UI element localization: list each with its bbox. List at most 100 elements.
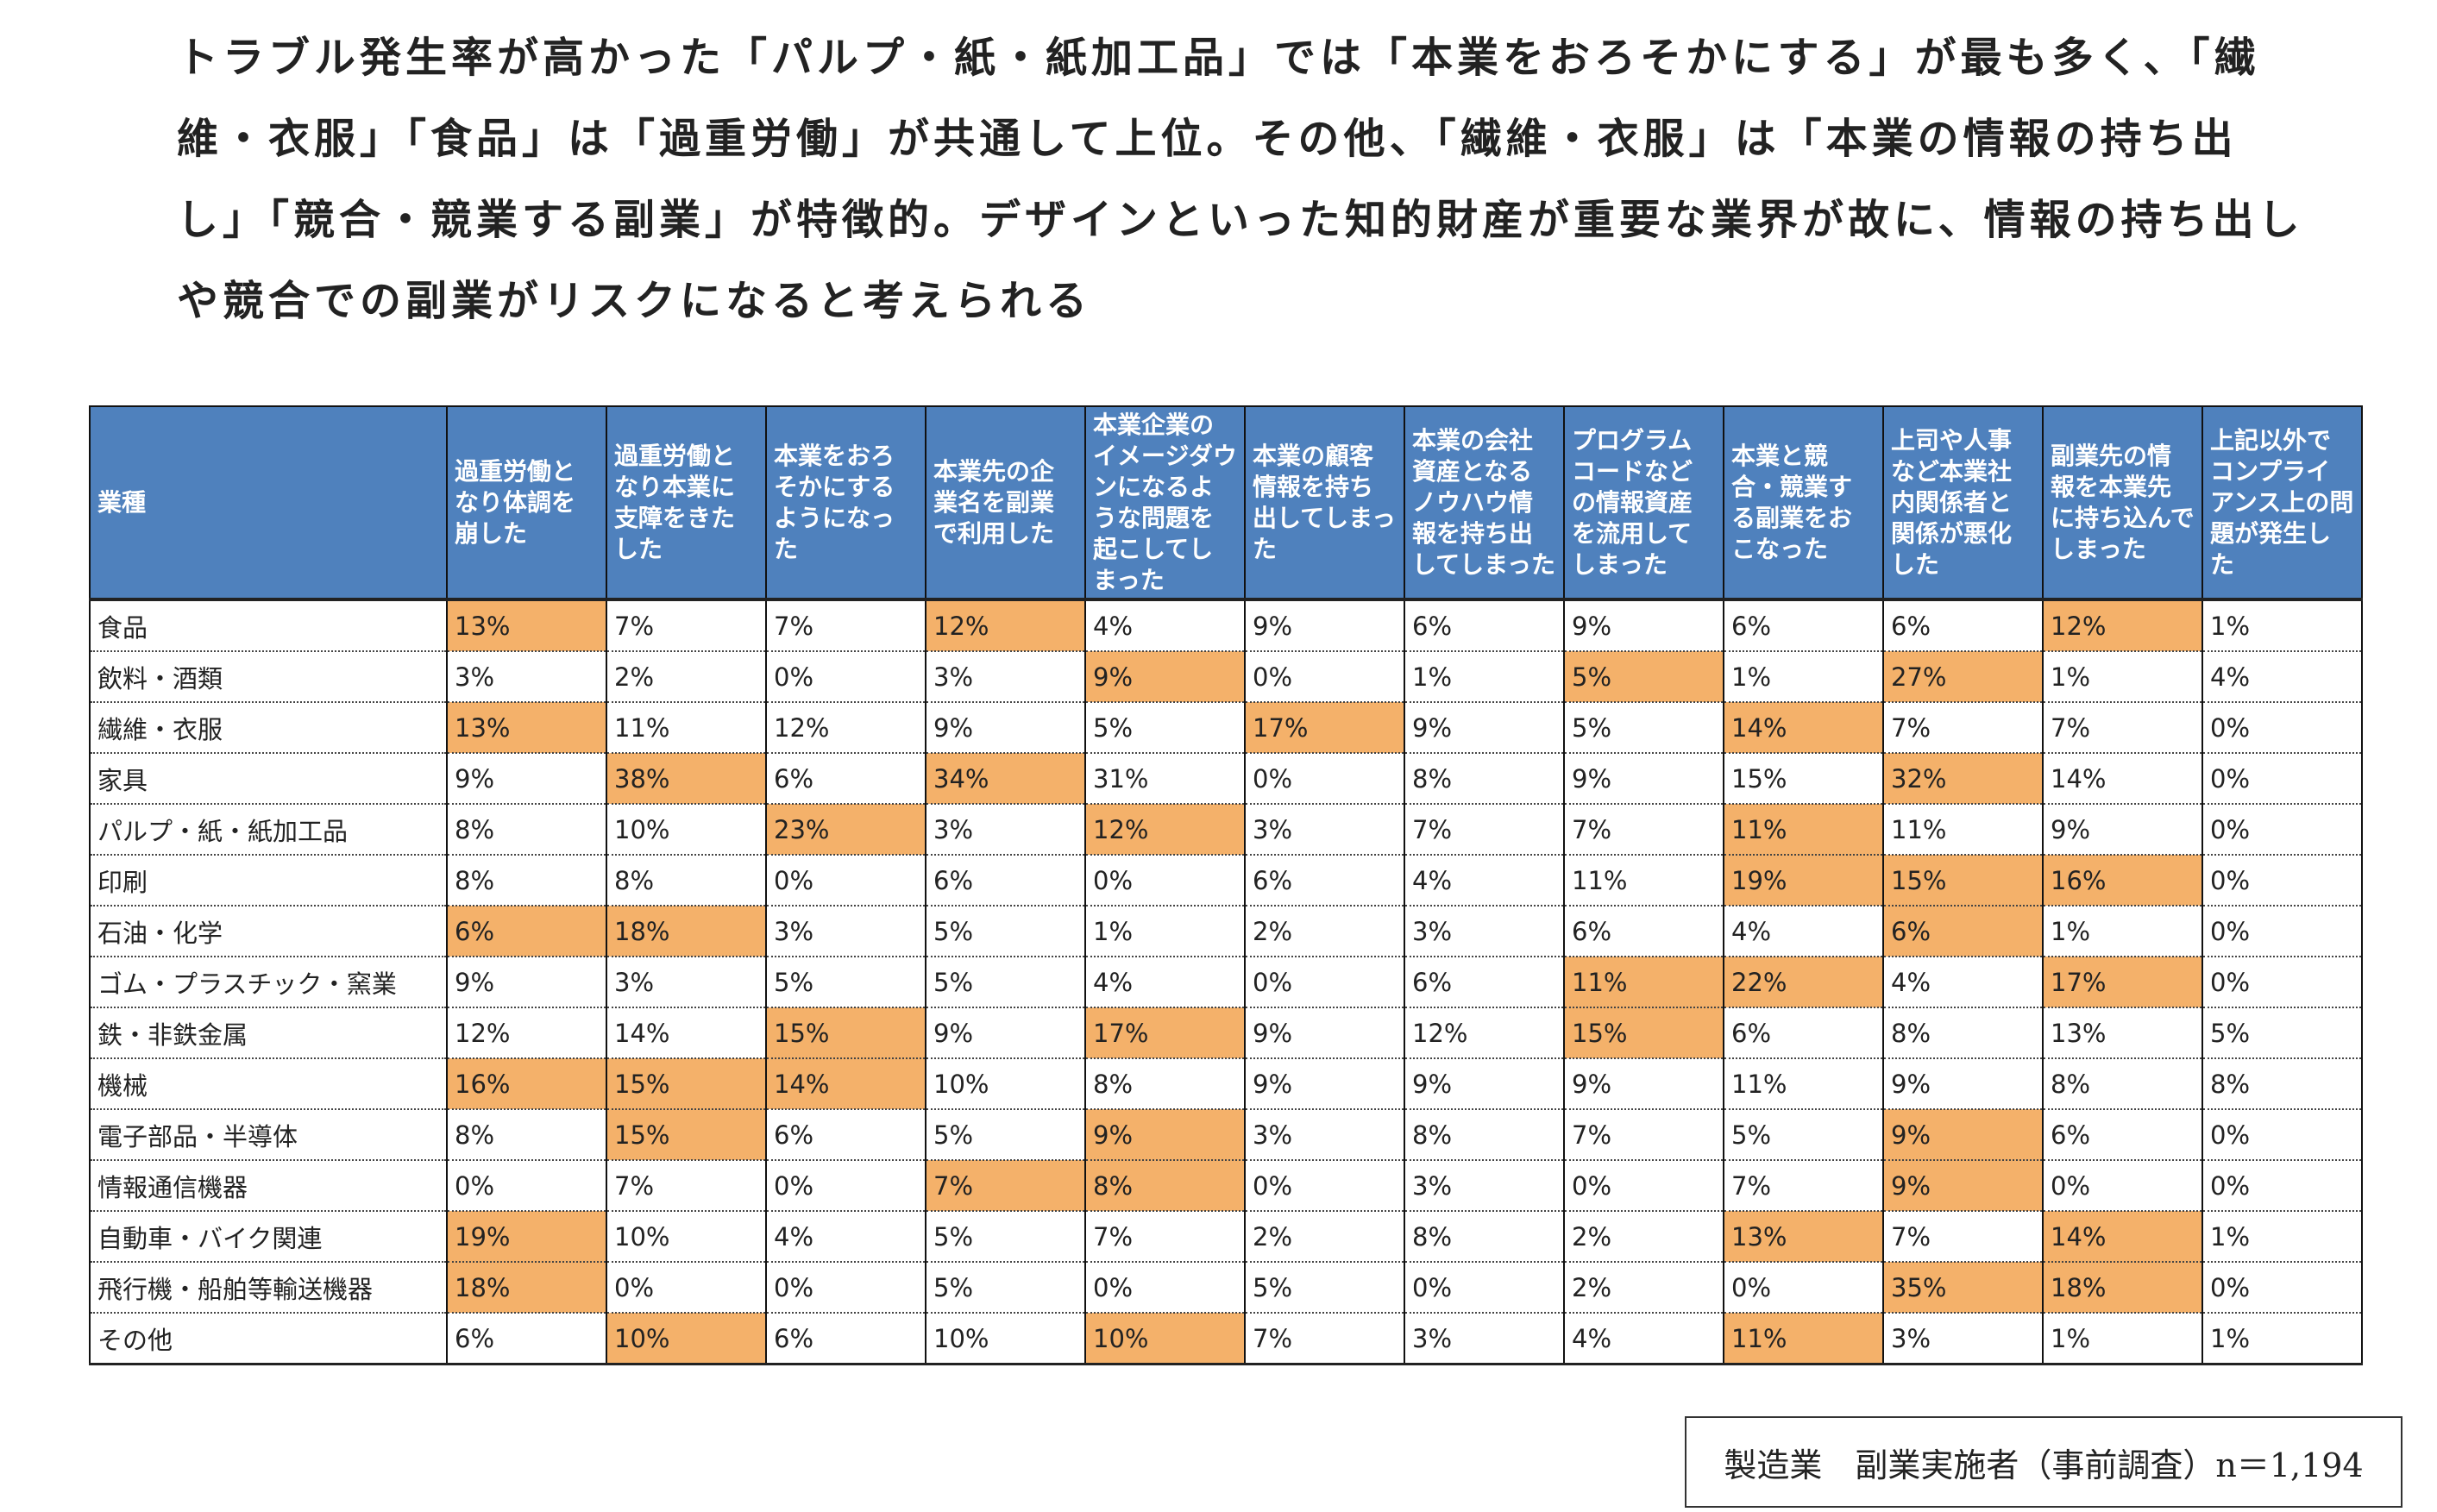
value-cell: 6%	[1882, 906, 2044, 957]
value-cell: 3%	[765, 906, 926, 957]
value-cell: 4%	[1882, 957, 2044, 1008]
value-cell: 12%	[765, 702, 926, 754]
value-cell: 12%	[1404, 1007, 1565, 1059]
table-row: 繊維・衣服 13% 11% 12% 9% 5% 17% 9% 5% 14% 7% 7% 0%	[89, 702, 2363, 754]
value-cell: 15%	[1723, 753, 1884, 805]
value-cell: 3%	[1244, 1109, 1405, 1161]
value-cell: 1%	[2201, 1211, 2363, 1263]
value-cell: 38%	[606, 753, 767, 805]
value-cell: 2%	[1563, 1211, 1724, 1263]
value-cell: 6%	[765, 1109, 926, 1161]
header-column: 本業の顧客情報を持ち出してしまった	[1244, 405, 1405, 601]
value-cell: 18%	[606, 906, 767, 957]
header-column: 副業先の情報を本業先に持ち込んでしまった	[2042, 405, 2203, 601]
value-cell: 8%	[446, 804, 607, 856]
value-cell: 15%	[765, 1007, 926, 1059]
value-cell: 0%	[2042, 1160, 2203, 1212]
value-cell: 0%	[2201, 906, 2363, 957]
value-cell: 8%	[1882, 1007, 2044, 1059]
value-cell: 6%	[765, 753, 926, 805]
value-cell: 12%	[446, 1007, 607, 1059]
value-cell: 12%	[925, 599, 1086, 652]
value-cell: 4%	[1084, 957, 1246, 1008]
value-cell: 0%	[1084, 855, 1246, 907]
value-cell: 5%	[2201, 1007, 2363, 1059]
value-cell: 9%	[1882, 1058, 2044, 1110]
value-cell: 8%	[2042, 1058, 2203, 1110]
value-cell: 5%	[925, 957, 1086, 1008]
value-cell: 9%	[1244, 1058, 1405, 1110]
industry-cell: 繊維・衣服	[89, 702, 448, 754]
value-cell: 9%	[1404, 1058, 1565, 1110]
value-cell: 0%	[2201, 1262, 2363, 1314]
value-cell: 0%	[606, 1262, 767, 1314]
value-cell: 1%	[1084, 906, 1246, 957]
value-cell: 6%	[1404, 957, 1565, 1008]
value-cell: 1%	[2201, 1313, 2363, 1365]
value-cell: 8%	[2201, 1058, 2363, 1110]
value-cell: 6%	[1723, 599, 1884, 652]
table-row: 飛行機・船舶等輸送機器 18% 0% 0% 5% 0% 5% 0% 2% 0% 35% 18% 0%	[89, 1262, 2363, 1314]
value-cell: 0%	[765, 651, 926, 703]
value-cell: 6%	[1723, 1007, 1884, 1059]
value-cell: 14%	[2042, 753, 2203, 805]
value-cell: 2%	[1563, 1262, 1724, 1314]
value-cell: 1%	[2201, 599, 2363, 652]
value-cell: 13%	[446, 599, 607, 652]
industry-cell: 情報通信機器	[89, 1160, 448, 1212]
value-cell: 32%	[1882, 753, 2044, 805]
value-cell: 8%	[1084, 1160, 1246, 1212]
industry-cell: 自動車・バイク関連	[89, 1211, 448, 1263]
industry-cell: ゴム・プラスチック・窯業	[89, 957, 448, 1008]
value-cell: 5%	[925, 906, 1086, 957]
value-cell: 0%	[1244, 753, 1405, 805]
value-cell: 8%	[1404, 1211, 1565, 1263]
value-cell: 3%	[1882, 1313, 2044, 1365]
value-cell: 9%	[1404, 702, 1565, 754]
value-cell: 1%	[2042, 906, 2203, 957]
table-row: 印刷 8% 8% 0% 6% 0% 6% 4% 11% 19% 15% 16% 0%	[89, 855, 2363, 907]
value-cell: 6%	[925, 855, 1086, 907]
value-cell: 1%	[1404, 651, 1565, 703]
value-cell: 1%	[1723, 651, 1884, 703]
table-row: 家具 9% 38% 6% 34% 31% 0% 8% 9% 15% 32% 14% 0%	[89, 753, 2363, 805]
summary-line: トラブル発生率が高かった「パルプ・紙・紙加工品」では「本業をおろそかにする」が最…	[177, 34, 2260, 82]
value-cell: 9%	[925, 1007, 1086, 1059]
value-cell: 0%	[1084, 1262, 1246, 1314]
value-cell: 14%	[765, 1058, 926, 1110]
value-cell: 11%	[1723, 804, 1884, 856]
industry-cell: 飛行機・船舶等輸送機器	[89, 1262, 448, 1314]
value-cell: 3%	[446, 651, 607, 703]
value-cell: 0%	[2201, 753, 2363, 805]
value-cell: 34%	[925, 753, 1086, 805]
value-cell: 0%	[2201, 957, 2363, 1008]
value-cell: 8%	[1084, 1058, 1246, 1110]
value-cell: 7%	[765, 599, 926, 652]
header-column: 過重労働となり体調を崩した	[446, 405, 607, 601]
value-cell: 8%	[606, 855, 767, 907]
value-cell: 0%	[1244, 651, 1405, 703]
value-cell: 1%	[2042, 651, 2203, 703]
header-row: 業種 過重労働となり体調を崩した 過重労働となり本業に支障をきたした 本業をおろ…	[89, 405, 2363, 601]
value-cell: 7%	[925, 1160, 1086, 1212]
value-cell: 3%	[1244, 804, 1405, 856]
value-cell: 6%	[2042, 1109, 2203, 1161]
value-cell: 7%	[2042, 702, 2203, 754]
value-cell: 7%	[1882, 1211, 2044, 1263]
value-cell: 5%	[1563, 702, 1724, 754]
header-column: 本業企業のイメージダウンになるような問題を起こしてしまった	[1084, 405, 1246, 601]
table-row: 電子部品・半導体 8% 15% 6% 5% 9% 3% 8% 7% 5% 9% 6% 0%	[89, 1109, 2363, 1161]
value-cell: 1%	[2042, 1313, 2203, 1365]
value-cell: 0%	[2201, 1109, 2363, 1161]
value-cell: 3%	[925, 804, 1086, 856]
header-column: 上司や人事など本業社内関係者と関係が悪化した	[1882, 405, 2044, 601]
value-cell: 0%	[765, 855, 926, 907]
value-cell: 7%	[1084, 1211, 1246, 1263]
value-cell: 5%	[925, 1211, 1086, 1263]
value-cell: 19%	[1723, 855, 1884, 907]
table-row: 飲料・酒類 3% 2% 0% 3% 9% 0% 1% 5% 1% 27% 1% 4%	[89, 651, 2363, 703]
value-cell: 0%	[765, 1262, 926, 1314]
value-cell: 8%	[1404, 1109, 1565, 1161]
industry-cell: 電子部品・半導体	[89, 1109, 448, 1161]
table-row: ゴム・プラスチック・窯業 9% 3% 5% 5% 4% 0% 6% 11% 22% 4% 17% 0%	[89, 957, 2363, 1008]
